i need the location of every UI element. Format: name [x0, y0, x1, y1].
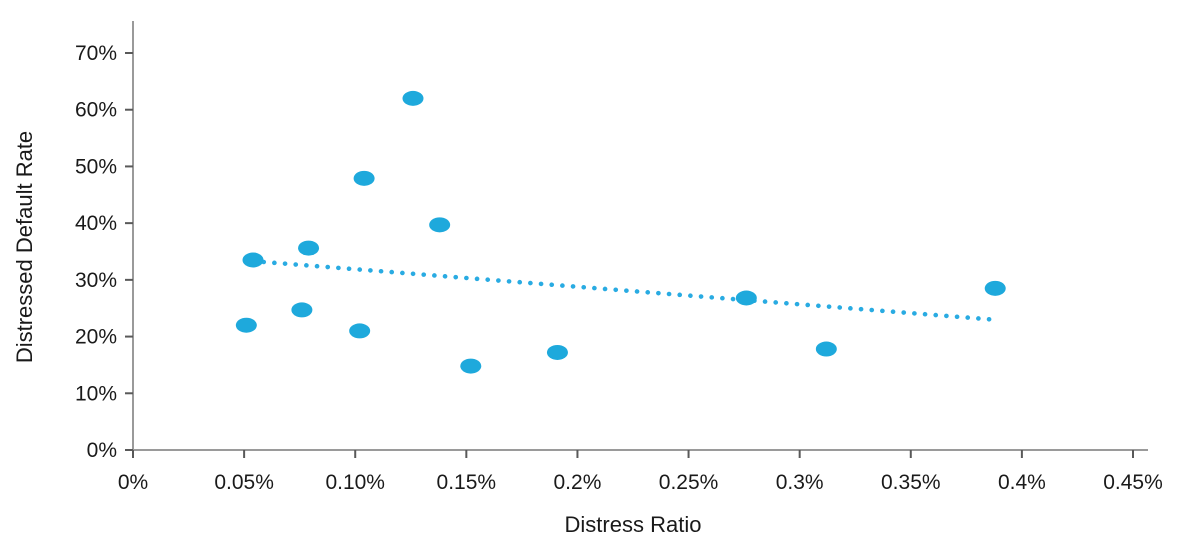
x-tick-label: 0.45%: [1103, 471, 1163, 494]
data-point: [353, 170, 375, 186]
data-point: [735, 290, 757, 306]
data-point: [429, 217, 451, 233]
data-point: [460, 358, 482, 374]
x-tick-label: 0%: [118, 471, 148, 494]
x-tick-label: 0.2%: [554, 471, 602, 494]
x-tick-label: 0.10%: [325, 471, 385, 494]
data-point: [242, 252, 264, 268]
y-tick-label: 20%: [75, 326, 117, 349]
x-tick-label: 0.4%: [998, 471, 1046, 494]
data-point: [235, 317, 257, 333]
x-axis-title: Distress Ratio: [565, 512, 702, 537]
x-tick-label: 0.25%: [659, 471, 719, 494]
y-tick-label: 50%: [75, 155, 117, 178]
x-tick-label: 0.35%: [881, 471, 941, 494]
data-point: [298, 240, 320, 256]
y-tick-label: 60%: [75, 99, 117, 122]
data-point: [402, 90, 424, 106]
trendline: [250, 258, 1002, 323]
x-tick-label: 0.3%: [776, 471, 824, 494]
x-tick-label: 0.15%: [437, 471, 497, 494]
y-tick-label: 30%: [75, 269, 117, 292]
data-point: [984, 280, 1006, 296]
y-tick-label: 40%: [75, 212, 117, 235]
data-point: [291, 302, 313, 318]
y-tick-label: 0%: [87, 439, 117, 462]
plot-dynamic-layer: 0% 0.05% 0.10% 0.15% 0.2% 0.25% 0.3% 0.35% 0.4% 0…: [75, 21, 1163, 494]
y-tick-label: 70%: [75, 42, 117, 65]
x-tick-label: 0.05%: [214, 471, 274, 494]
data-point: [546, 344, 568, 360]
data-point: [815, 341, 837, 357]
y-axis-title: Distressed Default Rate: [12, 131, 37, 363]
y-tick-label: 10%: [75, 382, 117, 405]
data-point: [349, 323, 371, 339]
